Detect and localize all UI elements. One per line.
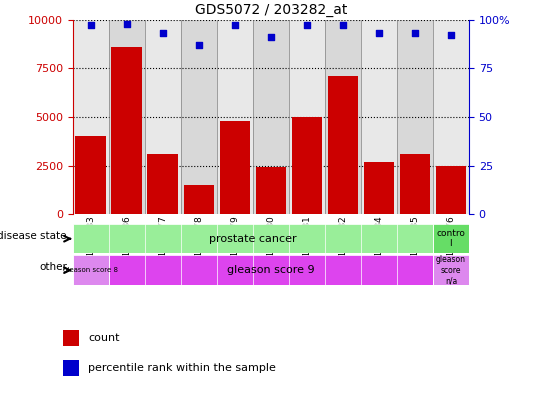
- Bar: [433, 255, 469, 285]
- Point: [302, 22, 311, 29]
- Bar: [292, 117, 322, 214]
- Bar: [399, 154, 430, 214]
- Bar: [253, 20, 289, 214]
- Point: [447, 32, 455, 39]
- Bar: [63, 331, 79, 346]
- Bar: [219, 121, 250, 214]
- Bar: [109, 255, 433, 285]
- Text: prostate cancer: prostate cancer: [209, 234, 296, 244]
- Title: GDS5072 / 203282_at: GDS5072 / 203282_at: [195, 3, 347, 17]
- Text: gleason score 8: gleason score 8: [63, 267, 118, 273]
- Bar: [433, 20, 469, 214]
- Text: count: count: [88, 333, 120, 343]
- Text: contro
l: contro l: [437, 229, 465, 248]
- Bar: [436, 165, 466, 214]
- Bar: [145, 20, 181, 214]
- Bar: [181, 20, 217, 214]
- Bar: [325, 20, 361, 214]
- Point: [411, 30, 419, 37]
- Bar: [361, 20, 397, 214]
- Text: gleason
score
n/a: gleason score n/a: [436, 255, 466, 285]
- Point: [86, 22, 95, 29]
- Bar: [217, 20, 253, 214]
- Text: gleason score 9: gleason score 9: [227, 265, 315, 275]
- Bar: [433, 224, 469, 253]
- Bar: [255, 167, 286, 214]
- Bar: [109, 20, 145, 214]
- Bar: [63, 360, 79, 376]
- Bar: [183, 185, 214, 214]
- Bar: [73, 20, 109, 214]
- Bar: [75, 136, 106, 214]
- Point: [231, 22, 239, 29]
- Point: [267, 34, 275, 40]
- Point: [375, 30, 383, 37]
- Point: [338, 22, 347, 29]
- Text: disease state: disease state: [0, 231, 67, 241]
- Point: [158, 30, 167, 37]
- Bar: [397, 20, 433, 214]
- Bar: [289, 20, 325, 214]
- Bar: [112, 47, 142, 214]
- Bar: [73, 255, 109, 285]
- Text: percentile rank within the sample: percentile rank within the sample: [88, 363, 276, 373]
- Bar: [364, 162, 394, 214]
- Bar: [148, 154, 178, 214]
- Text: other: other: [39, 262, 67, 272]
- Point: [122, 20, 131, 27]
- Point: [195, 42, 203, 48]
- Bar: [328, 76, 358, 214]
